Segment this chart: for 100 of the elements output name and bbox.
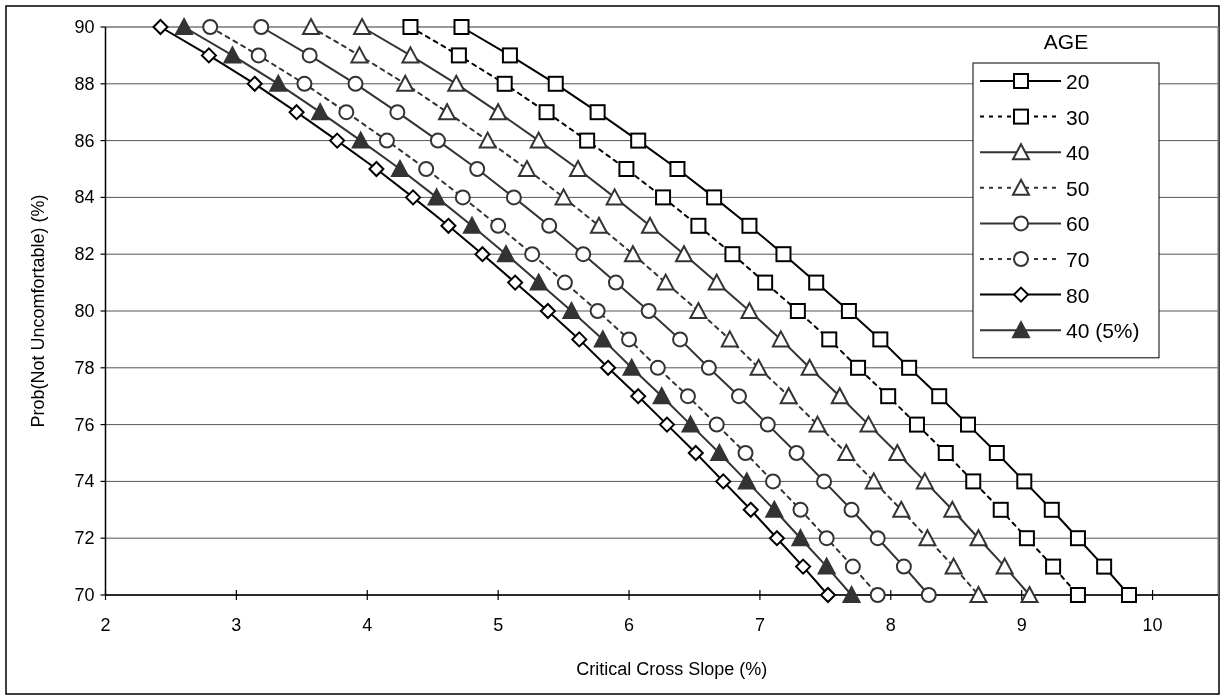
point (816, 473, 833, 490)
point (679, 388, 696, 405)
point (915, 472, 934, 490)
point (880, 388, 897, 405)
point (556, 274, 573, 291)
point (389, 104, 406, 121)
point (1043, 501, 1060, 518)
point (818, 530, 835, 547)
point (489, 103, 508, 121)
point (152, 19, 169, 35)
point (311, 103, 330, 121)
point (724, 246, 741, 263)
point (869, 587, 886, 603)
point (630, 132, 647, 149)
point (710, 444, 729, 461)
point (792, 501, 809, 518)
legend-label: 80 (1066, 283, 1090, 307)
point (749, 358, 768, 376)
point (301, 47, 318, 64)
point (791, 529, 810, 547)
y-tick-label: 74 (74, 471, 95, 492)
point (622, 358, 641, 376)
point (895, 558, 912, 575)
point (1045, 558, 1062, 575)
point (469, 161, 486, 177)
point (301, 18, 320, 35)
point (427, 188, 446, 206)
y-tick-label: 82 (74, 244, 95, 265)
legend-label: 70 (1066, 248, 1090, 271)
point (353, 18, 372, 35)
point (562, 302, 581, 319)
point (819, 587, 836, 603)
point (1069, 530, 1086, 547)
point (720, 330, 739, 348)
point (507, 274, 524, 291)
point (741, 217, 758, 234)
point (462, 216, 481, 234)
point (765, 473, 781, 490)
point (246, 75, 263, 92)
point (808, 274, 825, 291)
point (571, 331, 588, 348)
point (478, 131, 497, 149)
x-tick-label: 4 (362, 615, 373, 635)
point (200, 47, 217, 64)
point (554, 188, 573, 206)
point (418, 161, 435, 177)
point (347, 75, 364, 92)
point (250, 47, 267, 64)
point (681, 415, 700, 433)
y-tick-label: 88 (74, 73, 95, 94)
point (800, 358, 819, 376)
point (687, 445, 704, 461)
x-tick-label: 5 (493, 615, 504, 635)
point (652, 387, 671, 405)
point (1020, 586, 1039, 603)
point (864, 472, 883, 490)
point (593, 330, 612, 348)
point (965, 473, 982, 490)
y-tick-label: 84 (74, 187, 95, 208)
point (440, 217, 457, 234)
point (765, 500, 784, 518)
point (908, 416, 925, 433)
x-tick-label: 7 (754, 615, 765, 635)
x-tick-label: 9 (1016, 615, 1027, 635)
point (490, 217, 507, 234)
point (529, 273, 548, 291)
y-tick-label: 78 (74, 357, 95, 378)
point (840, 303, 857, 319)
point (795, 558, 812, 575)
point (496, 75, 513, 92)
legend-label: 50 (1066, 176, 1090, 200)
point (623, 245, 642, 263)
point (450, 47, 467, 64)
point (992, 501, 1009, 518)
y-axis-title: Prob(Not Uncomfortable) (%) (28, 194, 48, 428)
point (943, 500, 962, 518)
point (454, 189, 471, 206)
point (338, 104, 355, 121)
point (378, 132, 395, 149)
point (538, 104, 555, 121)
point (589, 303, 606, 319)
point (740, 302, 759, 319)
point (901, 359, 918, 376)
point (656, 273, 675, 291)
point (655, 189, 672, 206)
point (859, 415, 878, 433)
point (541, 217, 558, 234)
point (768, 530, 785, 547)
point (401, 46, 420, 64)
point (888, 444, 907, 461)
point (737, 445, 754, 461)
point (931, 388, 948, 405)
point (850, 359, 867, 376)
y-tick-label: 70 (74, 585, 95, 605)
point (817, 557, 836, 575)
point (775, 246, 792, 263)
point (296, 75, 313, 92)
point (640, 216, 659, 234)
point (575, 246, 592, 263)
point (175, 18, 194, 35)
